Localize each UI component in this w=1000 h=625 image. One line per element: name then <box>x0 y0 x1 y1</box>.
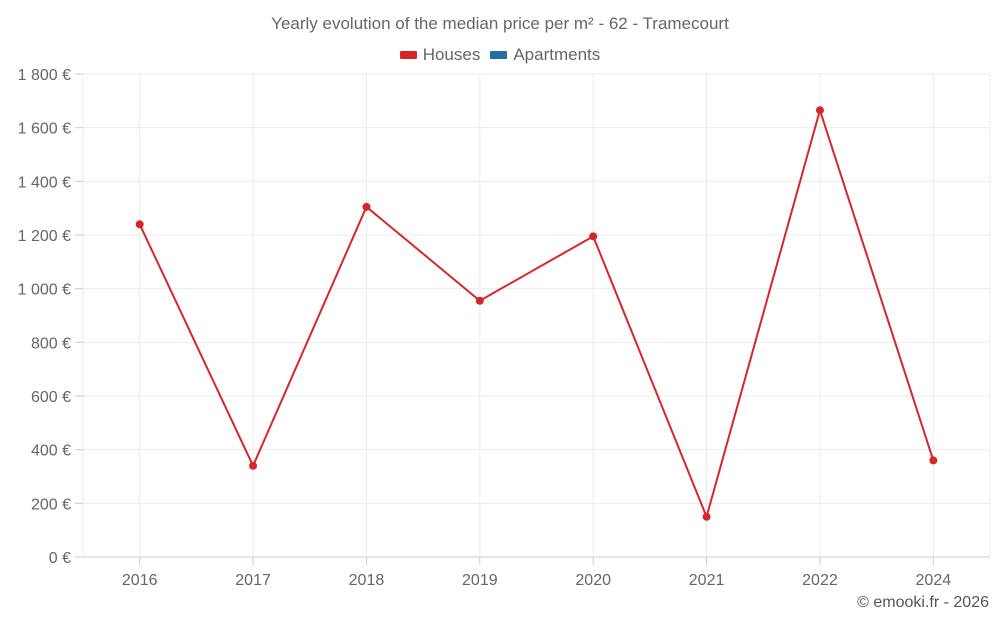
credit-text: © emooki.fr - 2026 <box>857 594 989 611</box>
y-tick-label: 1 600 € <box>18 121 71 138</box>
series-line-houses <box>138 109 935 518</box>
chart-legend: Houses Apartments <box>0 45 1000 65</box>
legend-label-apartments: Apartments <box>513 45 601 64</box>
x-axis: 2016 2017 2018 2019 2020 2021 2022 2024 <box>122 557 951 589</box>
data-point-houses <box>815 106 824 115</box>
legend-item-houses[interactable]: Houses <box>399 45 481 65</box>
y-tick-label: 1 400 € <box>18 174 71 191</box>
legend-item-apartments[interactable]: Apartments <box>490 45 600 65</box>
legend-swatch-houses <box>399 51 417 59</box>
x-tick-label: 2016 <box>122 572 158 589</box>
x-tick-label: 2021 <box>689 572 725 589</box>
data-point-houses <box>702 512 711 521</box>
y-tick-label: 0 € <box>49 550 71 567</box>
y-tick-label: 400 € <box>31 443 71 460</box>
y-tick-label: 1 200 € <box>18 228 71 245</box>
data-point-houses <box>475 296 484 305</box>
y-tick-label: 200 € <box>31 496 71 513</box>
data-point-houses <box>249 461 258 470</box>
grid-lines <box>82 73 991 558</box>
legend-swatch-apartments <box>490 51 508 59</box>
x-tick-label: 2020 <box>575 572 611 589</box>
chart-title: Yearly evolution of the median price per… <box>271 14 729 33</box>
y-tick-label: 1 000 € <box>18 282 71 299</box>
legend-label-houses: Houses <box>422 45 481 64</box>
x-tick-label: 2019 <box>462 572 498 589</box>
plot-area <box>135 106 938 521</box>
data-point-houses <box>135 220 144 229</box>
x-tick-label: 2017 <box>235 572 271 589</box>
y-tick-label: 1 800 € <box>18 67 71 84</box>
data-point-houses <box>362 202 371 211</box>
y-tick-label: 600 € <box>31 389 71 406</box>
x-tick-label: 2024 <box>916 572 952 589</box>
x-tick-label: 2022 <box>802 572 838 589</box>
data-point-houses <box>589 232 598 241</box>
y-axis: 0 € 200 € 400 € 600 € 800 € 1 000 € 1 200 € 1 4… <box>18 67 83 567</box>
y-tick-label: 800 € <box>31 335 71 352</box>
data-point-houses <box>929 456 938 465</box>
x-tick-label: 2018 <box>349 572 385 589</box>
